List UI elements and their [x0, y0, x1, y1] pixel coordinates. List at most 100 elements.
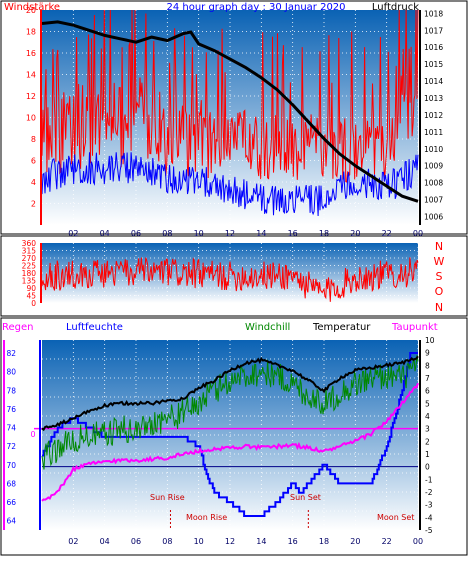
wind-x-tick-label: 16 [288, 229, 298, 238]
panel-frame-middle [0, 235, 468, 317]
pressure-y-tick-label: 1008 [424, 179, 443, 188]
wind-x-tick-label: 22 [382, 229, 392, 238]
wind-x-tick-label: 18 [319, 229, 329, 238]
wind-axis-title: Windstärke [4, 2, 60, 13]
humidity-y-tick-label: 70 [6, 461, 16, 470]
series-temperature [41, 355, 419, 432]
wind-x-tick-label: 20 [350, 229, 360, 238]
humidity-y-tick-label: 64 [6, 517, 16, 526]
humidity-y-tick-label: 66 [6, 498, 16, 507]
wind-y-tick-label: 2 [31, 200, 36, 209]
wind-y-tick-label: 8 [31, 135, 36, 144]
panel-frame-top [0, 0, 468, 235]
temperature-x-tick-label: 18 [319, 537, 329, 546]
pressure-y-tick-label: 1010 [424, 145, 443, 154]
temperature-x-tick-label: 02 [68, 537, 78, 546]
temperature-y-tick-label: 9 [425, 349, 430, 358]
temperature-x-tick-label: 16 [288, 537, 298, 546]
pressure-y-tick-label: 1011 [424, 128, 443, 137]
annotation-moon-rise: Moon Rise [186, 513, 227, 522]
compass-label-n-bottom: N [435, 301, 443, 314]
direction-y-tick-label: 180 [22, 269, 37, 278]
temperature-y-tick-label: -2 [425, 488, 433, 497]
temperature-y-tick-label: -1 [425, 475, 433, 484]
wind-x-tick-label: 00 [413, 229, 423, 238]
direction-y-tick-label: 45 [26, 292, 36, 301]
pressure-y-tick-label: 1007 [424, 196, 443, 205]
wind-x-tick-label: 06 [131, 229, 141, 238]
temperature-y-tick-label: 7 [425, 374, 430, 383]
legend-dewpoint: Taupunkt [391, 322, 438, 333]
temperature-x-tick-label: 12 [225, 537, 235, 546]
legend-windchill: Windchill [245, 322, 290, 333]
series-wind-direction [41, 257, 419, 302]
pressure-y-tick-label: 1006 [424, 213, 443, 222]
temperature-x-tick-label: 08 [162, 537, 172, 546]
wind-x-tick-label: 10 [194, 229, 204, 238]
temperature-x-tick-label: 10 [194, 537, 204, 546]
wind-x-tick-label: 08 [162, 229, 172, 238]
series-humidity [42, 352, 418, 517]
chart-title: 24 hour graph day : 30 Januar 2020 [166, 2, 345, 13]
pressure-axis-title: Luftdruck [372, 2, 419, 13]
temperature-x-tick-label: 22 [382, 537, 392, 546]
temperature-y-tick-label: 3 [425, 425, 430, 434]
direction-y-tick-label: 360 [22, 239, 37, 248]
humidity-y-tick-label: 74 [6, 424, 16, 433]
pressure-y-tick-label: 1018 [424, 9, 443, 18]
humidity-y-tick-label: 82 [6, 349, 16, 358]
direction-y-tick-label: 270 [22, 254, 37, 263]
humidity-y-tick-label: 68 [6, 479, 16, 488]
wind-x-tick-label: 12 [225, 229, 235, 238]
wind-y-tick-label: 6 [31, 157, 36, 166]
temperature-y-tick-label: -5 [425, 526, 433, 535]
series-windchill [41, 355, 419, 470]
humidity-y-tick-label: 76 [6, 405, 16, 414]
wind-y-tick-label: 4 [31, 178, 36, 187]
series-dewpoint [41, 382, 419, 502]
legend-rain: Regen [2, 322, 34, 333]
direction-y-tick-label: 135 [22, 277, 37, 286]
wind-y-tick-label: 18 [26, 28, 36, 37]
annotation-moon-set: Moon Set [377, 513, 414, 522]
annotation-sun-rise: Sun Rise [150, 493, 185, 502]
wind-y-tick-label: 12 [26, 92, 36, 101]
direction-y-tick-label: 315 [22, 247, 37, 256]
wind-y-tick-label: 14 [26, 71, 36, 80]
temperature-x-tick-label: 14 [256, 537, 266, 546]
wind-y-tick-label: 20 [26, 6, 36, 15]
temperature-y-tick-label: 5 [425, 399, 430, 408]
direction-y-tick-label: 90 [26, 284, 36, 293]
series-wind-gust [41, 9, 419, 183]
direction-y-tick-label: 225 [22, 262, 37, 271]
direction-y-tick-label: 0 [31, 299, 36, 308]
pressure-y-tick-label: 1016 [424, 43, 443, 52]
humidity-y-tick-label: 72 [6, 442, 16, 451]
wind-x-tick-label: 14 [256, 229, 266, 238]
pressure-y-tick-label: 1012 [424, 111, 443, 120]
pressure-y-tick-label: 1013 [424, 94, 443, 103]
series-wind-average [41, 152, 419, 217]
temperature-y-tick-label: 6 [425, 387, 430, 396]
wind-y-tick-label: 10 [26, 114, 36, 123]
temperature-x-tick-label: 06 [131, 537, 141, 546]
series-pressure [41, 20, 419, 203]
temperature-y-tick-label: 8 [425, 361, 430, 370]
temperature-y-tick-label: 1 [425, 450, 430, 459]
pressure-y-tick-label: 1014 [424, 77, 443, 86]
compass-label-o: O [435, 285, 444, 298]
temperature-y-tick-label: 10 [425, 336, 435, 345]
pressure-y-tick-label: 1015 [424, 60, 443, 69]
compass-label-s: S [436, 270, 443, 283]
rain-zero-label: 0 [30, 430, 35, 439]
humidity-y-tick-label: 80 [6, 368, 16, 377]
temperature-y-tick-label: -4 [425, 513, 433, 522]
compass-label-w: W [434, 255, 445, 268]
humidity-y-tick-label: 78 [6, 386, 16, 395]
pressure-y-tick-label: 1009 [424, 162, 443, 171]
compass-label-n-top: N [435, 240, 443, 253]
temperature-y-tick-label: 0 [425, 463, 430, 472]
pressure-y-tick-label: 1017 [424, 26, 443, 35]
